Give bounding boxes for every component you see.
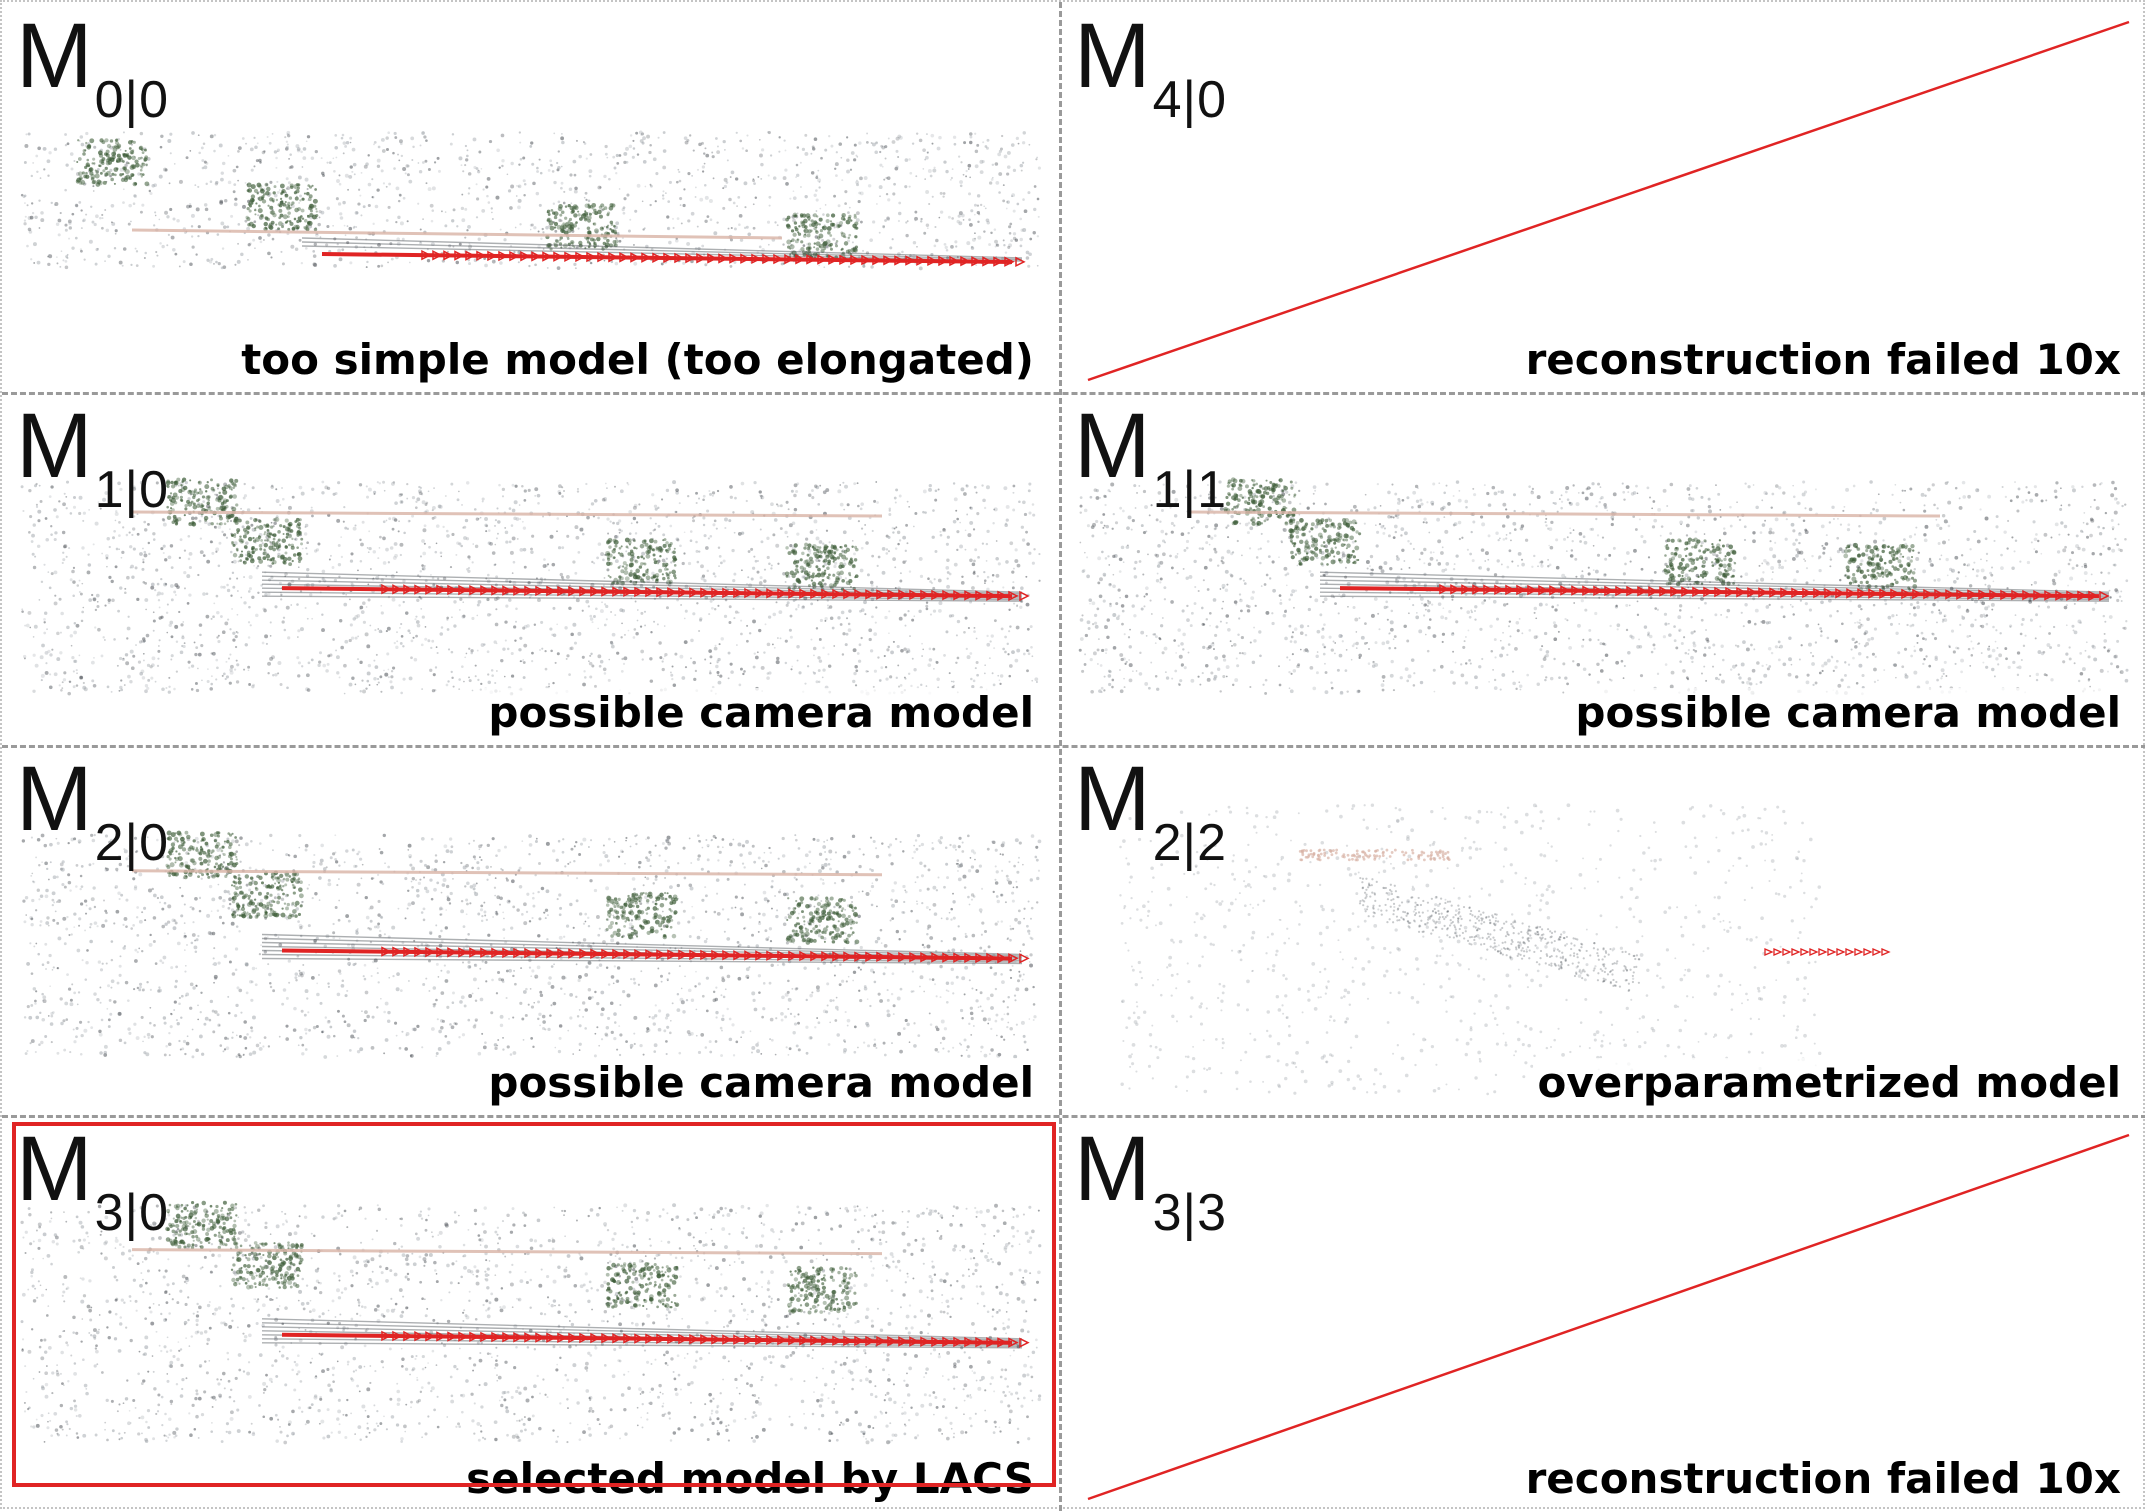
panel-m2-2: M2|2 overparametrized model (1060, 745, 2145, 1115)
model-label-base: M (1074, 5, 1151, 107)
panel-caption: too simple model (too elongated) (237, 335, 1038, 384)
model-label: M1|1 (1074, 400, 1227, 516)
camera-trajectory (281, 946, 1030, 964)
camera-trajectory (1339, 583, 2110, 602)
point-cloud-scene (20, 130, 1041, 271)
point-cloud (20, 477, 1041, 696)
failed-diagonal-line (1087, 20, 2130, 382)
panel-caption: possible camera model (484, 688, 1038, 737)
point-cloud (20, 1200, 1042, 1445)
row-divider (2, 392, 2145, 395)
model-label: M1|0 (16, 400, 169, 516)
model-label: M3|3 (1074, 1123, 1227, 1239)
panel-m3-3: M3|3 reconstruction failed 10x (1060, 1115, 2145, 1511)
panel-m2-0: M2|0 possible camera model (2, 745, 1060, 1115)
model-label-base: M (16, 1118, 93, 1220)
model-label-subscript: 3|0 (94, 1184, 169, 1242)
point-cloud (1078, 477, 2129, 696)
sparse-point-cloud-scene (1119, 803, 1891, 1096)
model-label: M4|0 (1074, 10, 1227, 126)
panel-caption: possible camera model (1571, 688, 2125, 737)
model-label: M2|0 (16, 753, 169, 869)
panel-m3-0: M3|0 selected model by LACS (2, 1115, 1060, 1511)
row-divider (2, 1115, 2145, 1118)
model-label-subscript: 2|2 (1152, 814, 1227, 872)
model-label-subscript: 1|0 (94, 461, 169, 519)
panel-m1-1: M1|1 possible camera model (1060, 392, 2145, 745)
model-label: M3|0 (16, 1123, 169, 1239)
point-cloud (1119, 803, 1822, 1096)
model-label-base: M (1074, 395, 1151, 497)
camera-trajectory (1764, 948, 1891, 956)
panel-caption: reconstruction failed 10x (1521, 1454, 2125, 1503)
model-label-subscript: 4|0 (1152, 71, 1227, 129)
model-label-base: M (16, 395, 93, 497)
point-cloud-scene (21, 830, 1042, 1059)
panel-m1-0: M1|0 possible camera model (2, 392, 1060, 745)
model-label-base: M (1074, 748, 1151, 850)
failed-indicator (1087, 20, 2130, 382)
panel-m0-0: M0|0 too simple model (too elongated) (2, 2, 1060, 392)
panel-caption: selected model by LACS (462, 1454, 1038, 1503)
panel-caption: possible camera model (484, 1058, 1038, 1107)
model-label: M0|0 (16, 10, 169, 126)
camera-trajectory (321, 249, 1026, 268)
model-label-subscript: 3|3 (1152, 1184, 1227, 1242)
camera-trajectory (281, 1330, 1030, 1348)
model-label-subscript: 1|1 (1152, 461, 1227, 519)
point-cloud-scene (1078, 477, 2129, 696)
point-cloud (20, 130, 1041, 271)
model-label-base: M (16, 5, 93, 107)
model-label-base: M (1074, 1118, 1151, 1220)
column-divider (1059, 2, 1062, 1511)
row-divider (2, 745, 2145, 748)
point-cloud (21, 830, 1042, 1059)
panel-m4-0: M4|0 reconstruction failed 10x (1060, 2, 2145, 392)
point-cloud-scene (20, 1200, 1042, 1445)
camera-trajectory (281, 584, 1030, 602)
model-label-base: M (16, 748, 93, 850)
panel-caption: reconstruction failed 10x (1521, 335, 2125, 384)
failed-indicator (1087, 1133, 2130, 1501)
model-label-subscript: 0|0 (94, 71, 169, 129)
model-label-subscript: 2|0 (94, 814, 169, 872)
point-cloud-scene (20, 477, 1041, 696)
model-label: M2|2 (1074, 753, 1227, 869)
panel-caption: overparametrized model (1533, 1058, 2125, 1107)
failed-diagonal-line (1087, 1133, 2130, 1501)
